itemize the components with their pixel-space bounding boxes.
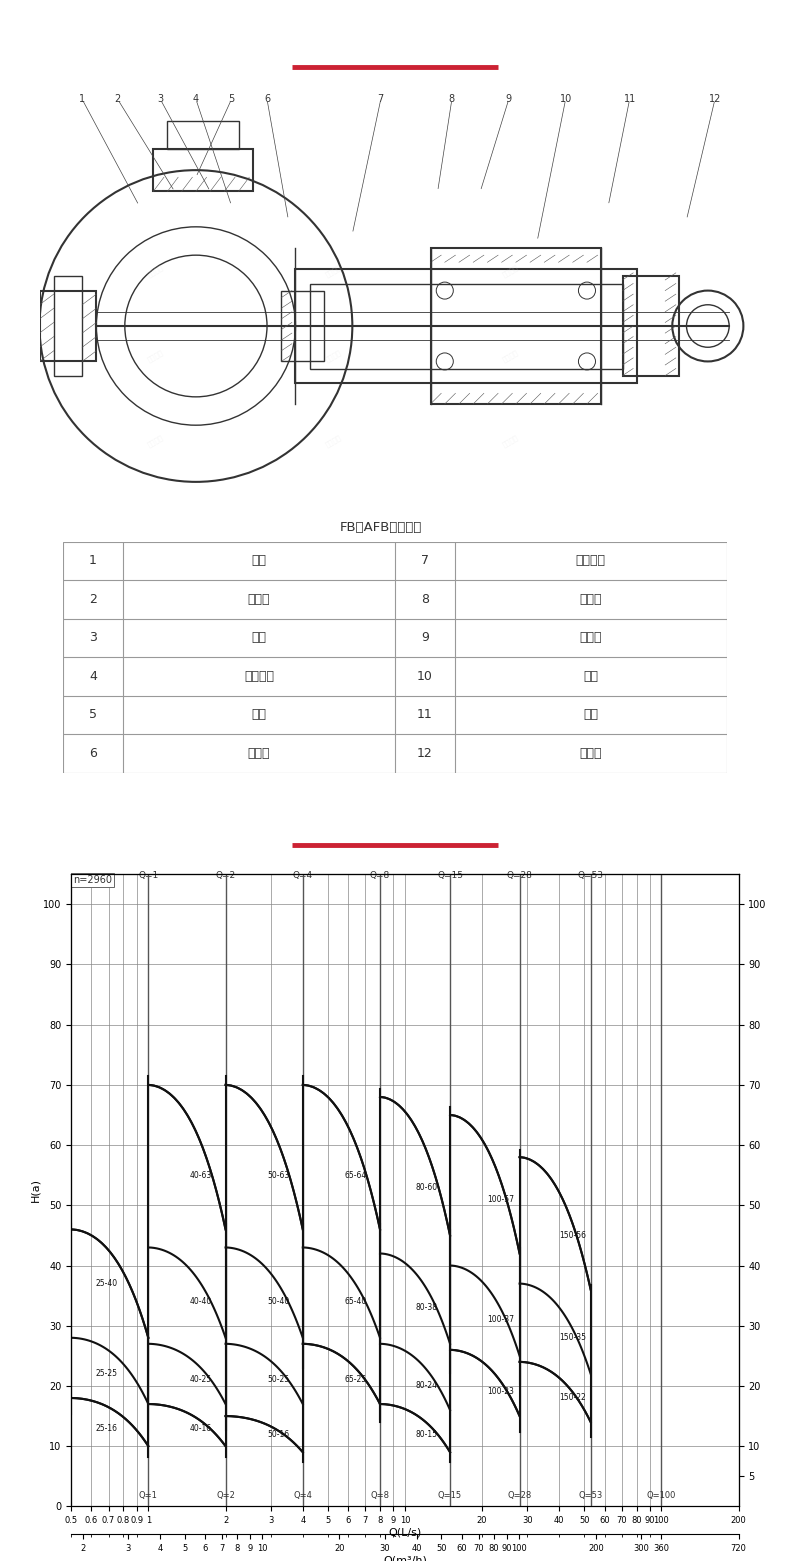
Bar xyxy=(167,120,239,148)
Text: 密封环: 密封环 xyxy=(248,593,270,606)
Text: 50-16: 50-16 xyxy=(267,1430,289,1439)
Text: Q=1: Q=1 xyxy=(138,871,159,880)
Bar xyxy=(153,148,253,192)
Text: 轴承体: 轴承体 xyxy=(580,632,602,645)
Text: 1: 1 xyxy=(89,554,97,567)
Text: 80-38: 80-38 xyxy=(416,1303,438,1313)
Bar xyxy=(310,284,623,368)
Text: 150-22: 150-22 xyxy=(559,1394,586,1402)
Text: Q=8: Q=8 xyxy=(370,871,390,880)
Y-axis label: H(a): H(a) xyxy=(30,1179,40,1202)
Text: 轴承: 轴承 xyxy=(583,709,598,721)
Text: 6: 6 xyxy=(264,94,270,105)
Text: 11: 11 xyxy=(623,94,636,105)
Text: 2: 2 xyxy=(115,94,121,105)
Text: 开云手机: 开云手机 xyxy=(502,264,520,278)
Text: 开云手机: 开云手机 xyxy=(324,348,342,364)
Text: 80-60: 80-60 xyxy=(416,1183,438,1191)
Text: 65-25: 65-25 xyxy=(344,1375,367,1385)
Text: 开云手机: 开云手机 xyxy=(502,434,520,448)
Bar xyxy=(623,276,679,376)
Text: 泵盖: 泵盖 xyxy=(251,709,266,721)
Text: 2: 2 xyxy=(89,593,97,606)
Text: 25-25: 25-25 xyxy=(95,1369,117,1378)
Text: 泵壳: 泵壳 xyxy=(251,554,266,567)
Text: 7: 7 xyxy=(378,94,384,105)
Text: 100-37: 100-37 xyxy=(487,1316,514,1324)
Text: 开云手机: 开云手机 xyxy=(324,434,342,448)
Text: Q=15: Q=15 xyxy=(438,1491,462,1500)
Text: 5: 5 xyxy=(89,709,97,721)
Text: Q=28: Q=28 xyxy=(506,871,532,880)
X-axis label: Q(L/s): Q(L/s) xyxy=(388,1528,422,1538)
Text: 65-64: 65-64 xyxy=(344,1171,367,1180)
Text: 50-63: 50-63 xyxy=(267,1171,289,1180)
Text: 25-16: 25-16 xyxy=(95,1424,117,1433)
Text: Q=53: Q=53 xyxy=(577,871,604,880)
Text: 100-23: 100-23 xyxy=(487,1388,514,1397)
Text: 7: 7 xyxy=(421,554,429,567)
Text: 密封盖: 密封盖 xyxy=(248,748,270,760)
Text: 开云手机: 开云手机 xyxy=(146,434,164,448)
Text: Q=15: Q=15 xyxy=(437,871,463,880)
Text: 65-40: 65-40 xyxy=(344,1297,367,1307)
Text: 40-25: 40-25 xyxy=(190,1375,212,1385)
Text: 8: 8 xyxy=(421,593,429,606)
Text: 150-35: 150-35 xyxy=(559,1333,586,1342)
Text: n=2960: n=2960 xyxy=(73,876,112,885)
Text: 50-25: 50-25 xyxy=(267,1375,289,1385)
Text: 9: 9 xyxy=(421,632,429,645)
Text: 12: 12 xyxy=(417,748,433,760)
Text: 开云手机: 开云手机 xyxy=(324,264,342,278)
Text: 5: 5 xyxy=(228,94,235,105)
Text: 叶轮: 叶轮 xyxy=(251,632,266,645)
Text: 叶轮螺母: 叶轮螺母 xyxy=(244,670,274,682)
Text: 3: 3 xyxy=(89,632,97,645)
Text: 泵轴: 泵轴 xyxy=(583,670,598,682)
Text: 4: 4 xyxy=(89,670,97,682)
Bar xyxy=(281,290,324,362)
Text: 100-57: 100-57 xyxy=(487,1194,514,1204)
Text: 9: 9 xyxy=(506,94,512,105)
Text: 150-56: 150-56 xyxy=(559,1232,586,1239)
Text: 轴承盖: 轴承盖 xyxy=(580,593,602,606)
Text: 开云手机: 开云手机 xyxy=(146,264,164,278)
Text: 3: 3 xyxy=(157,94,164,105)
Text: Q=100: Q=100 xyxy=(647,1491,676,1500)
Text: Q=28: Q=28 xyxy=(507,1491,532,1500)
Bar xyxy=(54,276,82,376)
Bar xyxy=(431,248,601,404)
X-axis label: Q(m³/h): Q(m³/h) xyxy=(383,1556,427,1561)
Text: 50-40: 50-40 xyxy=(267,1297,289,1307)
Text: Q=4: Q=4 xyxy=(293,1491,312,1500)
Text: 80-15: 80-15 xyxy=(416,1430,438,1439)
Text: 10: 10 xyxy=(417,670,433,682)
Text: 40-40: 40-40 xyxy=(190,1297,212,1307)
Text: 4: 4 xyxy=(193,94,199,105)
Text: 开云手机: 开云手机 xyxy=(146,348,164,364)
Text: Q=2: Q=2 xyxy=(216,871,235,880)
Bar xyxy=(295,270,637,382)
Text: 机械密封: 机械密封 xyxy=(576,554,606,567)
Text: FB、AFB型结构图: FB、AFB型结构图 xyxy=(340,521,422,534)
Text: 联轴节: 联轴节 xyxy=(580,748,602,760)
Text: 11: 11 xyxy=(417,709,433,721)
Text: 40-16: 40-16 xyxy=(190,1424,212,1433)
Text: Q=53: Q=53 xyxy=(578,1491,603,1500)
Text: 40-63: 40-63 xyxy=(190,1171,212,1180)
Text: 1: 1 xyxy=(79,94,85,105)
Bar xyxy=(40,290,96,362)
Text: 25-40: 25-40 xyxy=(95,1278,117,1288)
Text: 10: 10 xyxy=(559,94,572,105)
Text: Q=1: Q=1 xyxy=(139,1491,158,1500)
Text: Q=4: Q=4 xyxy=(293,871,313,880)
Text: 12: 12 xyxy=(709,94,721,105)
Text: 开云手机: 开云手机 xyxy=(502,348,520,364)
Text: Q=2: Q=2 xyxy=(216,1491,235,1500)
Text: Q=8: Q=8 xyxy=(371,1491,389,1500)
Text: 6: 6 xyxy=(89,748,97,760)
Text: 80-24: 80-24 xyxy=(416,1381,438,1391)
Text: 8: 8 xyxy=(449,94,455,105)
